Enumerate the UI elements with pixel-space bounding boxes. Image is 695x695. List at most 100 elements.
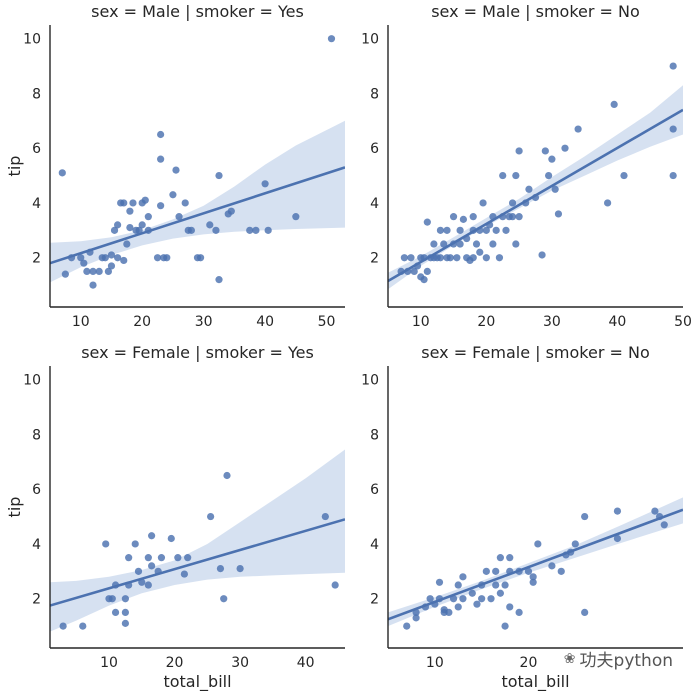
data-point bbox=[620, 171, 628, 180]
data-point bbox=[571, 540, 579, 548]
data-point bbox=[114, 254, 122, 262]
data-point bbox=[123, 240, 131, 248]
data-point bbox=[459, 573, 467, 581]
plot-area bbox=[50, 449, 345, 632]
x-tick-label: 10 bbox=[412, 314, 430, 330]
data-point bbox=[506, 603, 514, 611]
data-point bbox=[220, 595, 228, 603]
y-tick-label: 6 bbox=[32, 482, 41, 498]
x-tick-label: 30 bbox=[231, 655, 249, 671]
data-point bbox=[144, 581, 152, 589]
data-point bbox=[529, 578, 537, 586]
x-axis-label: total_bill bbox=[163, 672, 231, 692]
y-tick-label: 10 bbox=[361, 32, 379, 48]
y-tick-label: 4 bbox=[32, 537, 41, 553]
data-point bbox=[227, 207, 235, 215]
data-point bbox=[175, 213, 183, 221]
data-point bbox=[456, 240, 464, 248]
data-point bbox=[534, 540, 542, 548]
data-point bbox=[496, 554, 504, 562]
data-point bbox=[331, 581, 339, 589]
data-point bbox=[157, 130, 165, 139]
panel-title: sex = Female | smoker = Yes bbox=[81, 343, 314, 362]
data-point bbox=[148, 562, 156, 570]
panel-title: sex = Female | smoker = No bbox=[421, 343, 650, 362]
data-point bbox=[557, 567, 565, 575]
data-point bbox=[423, 218, 431, 226]
data-point bbox=[501, 581, 509, 589]
data-point bbox=[454, 581, 462, 589]
confidence-band bbox=[50, 120, 345, 283]
facet-panel: sex = Female | smoker = No 2 4 6 8 10 10 20tota… bbox=[361, 343, 683, 692]
data-point bbox=[660, 521, 668, 529]
data-point bbox=[501, 622, 509, 630]
data-point bbox=[469, 254, 477, 262]
y-tick-label: 2 bbox=[370, 592, 379, 608]
data-point bbox=[443, 226, 451, 234]
x-tick-label: 20 bbox=[477, 314, 495, 330]
data-point bbox=[174, 554, 182, 562]
data-point bbox=[508, 199, 517, 207]
data-point bbox=[292, 213, 300, 221]
x-tick-label: 20 bbox=[166, 655, 184, 671]
data-point bbox=[107, 262, 116, 270]
data-point bbox=[436, 226, 445, 234]
data-point bbox=[120, 256, 128, 265]
data-point bbox=[669, 125, 677, 133]
data-point bbox=[144, 554, 152, 562]
data-point bbox=[223, 471, 231, 480]
data-point bbox=[216, 565, 225, 573]
y-tick-label: 10 bbox=[23, 32, 41, 48]
data-point bbox=[492, 567, 500, 575]
data-point bbox=[515, 147, 523, 155]
data-point bbox=[104, 267, 112, 276]
data-point bbox=[403, 622, 411, 630]
x-tick-label: 30 bbox=[543, 314, 561, 330]
x-tick-label: 40 bbox=[256, 314, 274, 330]
data-point bbox=[102, 540, 110, 548]
data-point bbox=[548, 155, 556, 163]
data-point bbox=[651, 507, 659, 515]
y-axis-label: tip bbox=[5, 497, 24, 518]
data-point bbox=[79, 622, 87, 630]
data-point bbox=[499, 171, 507, 180]
data-point bbox=[126, 207, 134, 215]
data-point bbox=[157, 202, 165, 210]
data-point bbox=[153, 254, 162, 262]
data-point bbox=[456, 226, 464, 234]
data-point bbox=[545, 171, 553, 180]
data-point bbox=[264, 226, 272, 234]
data-point bbox=[529, 573, 537, 581]
data-point bbox=[108, 595, 116, 603]
confidence-band bbox=[388, 497, 683, 627]
y-tick-label: 6 bbox=[370, 141, 379, 157]
data-point bbox=[121, 619, 129, 627]
data-point bbox=[169, 191, 177, 199]
data-point bbox=[172, 166, 180, 174]
data-point bbox=[459, 215, 467, 223]
data-point bbox=[114, 221, 122, 229]
data-point bbox=[525, 185, 533, 193]
data-point bbox=[478, 595, 486, 603]
data-point bbox=[487, 595, 495, 603]
y-tick-label: 2 bbox=[370, 251, 379, 267]
regression-line bbox=[50, 518, 345, 607]
data-point bbox=[163, 254, 171, 262]
plot-area bbox=[50, 35, 345, 289]
data-point bbox=[134, 567, 143, 575]
data-point bbox=[581, 608, 589, 617]
x-tick-label: 50 bbox=[318, 314, 336, 330]
data-point bbox=[206, 221, 214, 229]
data-point bbox=[246, 226, 254, 234]
data-point bbox=[89, 267, 97, 276]
wechat-icon: ❀ bbox=[563, 650, 576, 667]
y-tick-label: 6 bbox=[370, 482, 379, 498]
data-point bbox=[436, 254, 445, 262]
y-tick-label: 2 bbox=[32, 251, 41, 267]
data-point bbox=[453, 254, 461, 262]
data-point bbox=[252, 226, 260, 234]
data-point bbox=[512, 171, 520, 180]
data-point bbox=[482, 226, 490, 234]
data-point bbox=[135, 226, 143, 234]
